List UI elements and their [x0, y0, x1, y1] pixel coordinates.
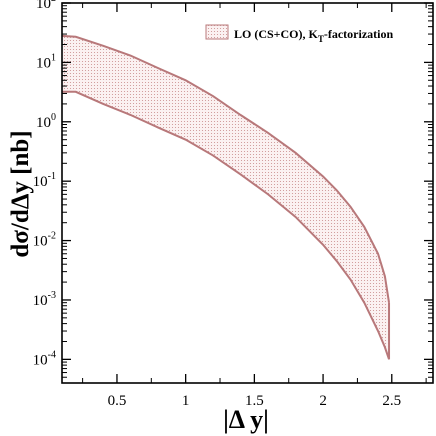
y-axis-title: dσ/dΔy [nb] — [7, 130, 34, 257]
y-tick-label-exponent: 2 — [51, 0, 56, 4]
y-tick-label-exponent: 0 — [51, 112, 56, 123]
y-tick-label-base: 10 — [36, 115, 51, 131]
y-tick-label-base: 10 — [33, 234, 48, 250]
y-tick-label-exponent: -4 — [48, 349, 56, 360]
band-lower-line-0 — [62, 90, 390, 360]
legend: LO (CS+CO), KT-factorization — [205, 24, 393, 44]
x-tick-label: 2 — [319, 393, 327, 409]
x-tick-label: 1 — [182, 393, 190, 409]
y-tick-label-exponent: -3 — [48, 290, 56, 301]
y-tick-label: 101 — [36, 52, 56, 71]
y-tick-label: 10-3 — [33, 290, 56, 309]
x-axis-title: |Δ y| — [223, 405, 269, 434]
legend-label: LO (CS+CO), KT-factorization — [234, 27, 393, 44]
y-tick-label: 10-1 — [33, 171, 56, 190]
uncertainty-band-layer — [61, 34, 391, 360]
y-tick-label: 10-4 — [33, 349, 56, 368]
band-fill-0 — [62, 35, 390, 360]
y-tick-label-exponent: -2 — [48, 231, 56, 242]
legend-label-sub: T — [318, 34, 324, 44]
y-tick-label: 10-2 — [33, 231, 56, 250]
y-tick-label-base: 10 — [33, 293, 48, 309]
legend-label-main: LO (CS+CO), K — [234, 27, 319, 41]
x-tick-label: 2.5 — [382, 393, 401, 409]
plot-frame — [61, 2, 434, 384]
y-tick-label-exponent: -1 — [48, 171, 56, 182]
y-tick-label-base: 10 — [36, 55, 51, 71]
tick-labels: 0.511.522.510-410-310-210-1100101102 — [33, 0, 401, 409]
y-tick-label-base: 10 — [33, 352, 48, 368]
legend-label-suffix: -factorization — [324, 27, 394, 41]
y-tick-label: 100 — [36, 112, 56, 131]
y-tick-label-base: 10 — [33, 174, 48, 190]
x-tick-label: 0.5 — [108, 393, 127, 409]
y-tick-label: 102 — [36, 0, 56, 12]
band-upper-line-0 — [61, 34, 391, 303]
y-tick-label-base: 10 — [36, 0, 51, 12]
y-tick-label-exponent: 1 — [51, 52, 56, 63]
x-tick-label: 1.5 — [245, 393, 264, 409]
axis-ticks — [62, 2, 433, 383]
legend-swatch — [205, 24, 229, 40]
